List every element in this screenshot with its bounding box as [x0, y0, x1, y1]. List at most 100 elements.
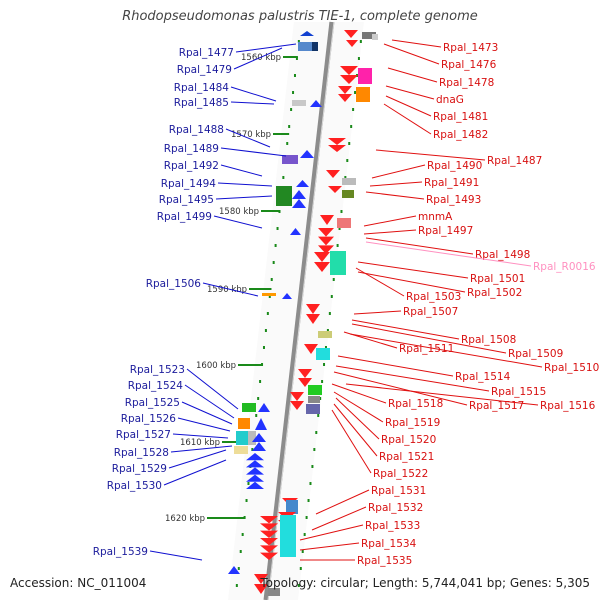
reverse-gene-arrow [304, 344, 318, 354]
scale-tick-dot [237, 567, 240, 570]
gene-label-right: Rpal_1482 [433, 129, 488, 141]
reverse-gene-arrow [314, 252, 330, 262]
scale-tick-dot [241, 533, 244, 536]
reverse-gene-arrow [318, 245, 334, 254]
gene-feature [234, 446, 248, 454]
gene-label-left: Rpal_1506 [146, 278, 202, 290]
scale-tick-dot [255, 414, 258, 417]
gene-feature [248, 431, 256, 445]
scale-tick-dot [301, 550, 304, 553]
gene-feature [358, 68, 372, 84]
scale-tick-dot [293, 74, 296, 77]
gene-leader-line-left [163, 459, 227, 486]
scale-tick-dot [330, 295, 333, 298]
kbp-marker: 1580 kbp [219, 207, 259, 217]
gene-leader-line-left [235, 43, 297, 53]
reverse-gene-arrow [260, 516, 278, 524]
gene-feature [372, 34, 378, 40]
gene-leader-line-left [217, 182, 273, 187]
reverse-gene-arrow [260, 545, 278, 553]
reverse-gene-arrow [318, 236, 334, 246]
gene-leader-line-right [345, 383, 539, 406]
genome-summary: Topology: circular; Length: 5,744,041 bp… [260, 576, 590, 590]
gene-label-left: Rpal_1539 [93, 546, 148, 558]
reverse-gene-arrow [298, 369, 312, 378]
gene-leader-line-right [299, 524, 364, 541]
gene-label-right: Rpal_1493 [426, 194, 481, 206]
scale-tick-dot [348, 142, 351, 145]
gene-label-right: Rpal_1503 [406, 291, 461, 303]
kbp-marker: 1600 kbp [196, 361, 236, 371]
reverse-gene-arrow [306, 304, 320, 314]
gene-label-left: Rpal_1523 [130, 364, 185, 376]
gene-feature [242, 403, 256, 412]
gene-label-right: Rpal_1498 [475, 249, 530, 261]
forward-gene-arrow [246, 453, 264, 461]
scale-tick-dot [311, 465, 314, 468]
genome-title: Rhodopseudomonas palustris TIE-1, comple… [122, 9, 478, 24]
scale-tick-dot [309, 482, 312, 485]
gene-label-left: Rpal_1528 [114, 447, 169, 459]
gene-feature [330, 251, 346, 275]
gene-leader-line-left [215, 195, 273, 200]
gene-label-left: Rpal_1492 [164, 160, 219, 172]
reverse-gene-arrow [338, 86, 352, 94]
reverse-gene-arrow [340, 75, 358, 84]
scale-tick-dot [352, 108, 355, 111]
gene-feature [236, 431, 248, 445]
forward-gene-arrow [310, 100, 322, 107]
gene-leader-line-left [213, 215, 263, 229]
scale-tick-dot [338, 227, 341, 230]
gene-label-right: Rpal_1519 [385, 417, 440, 429]
gene-leader-line-right [333, 403, 378, 457]
gene-leader-line-left [184, 384, 235, 419]
forward-gene-arrow [282, 293, 292, 299]
gene-label-left: Rpal_1527 [116, 429, 171, 441]
gene-leader-line-right [365, 241, 532, 267]
gene-feature [286, 500, 298, 514]
gene-leader-line-right [357, 261, 469, 279]
gene-leader-line-right [391, 39, 442, 48]
gene-leader-line-left [225, 128, 271, 148]
gene-label-right: Rpal_1520 [381, 434, 436, 446]
reverse-gene-arrow [328, 138, 346, 145]
gene-leader-line-right [335, 365, 490, 392]
reverse-gene-arrow [290, 392, 304, 401]
forward-gene-arrow [300, 31, 314, 36]
scale-tick-dot [290, 108, 293, 111]
gene-label-right: Rpal_1532 [368, 502, 423, 514]
scale-tick-dot [319, 397, 322, 400]
gene-feature [312, 42, 318, 51]
gene-leader-line-right [365, 191, 425, 200]
gene-label-right: Rpal_1473 [443, 42, 498, 54]
scale-tick-dot [259, 380, 262, 383]
gene-label-right: Rpal_1476 [441, 59, 497, 71]
gene-feature [268, 588, 280, 596]
gene-label-left: Rpal_1484 [174, 82, 230, 94]
scale-tick-dot [247, 482, 250, 485]
gene-leader-line-right [353, 310, 402, 315]
reverse-gene-arrow [314, 262, 330, 272]
gene-label-left: Rpal_1488 [169, 124, 224, 136]
gene-label-right: Rpal_1490 [427, 160, 482, 172]
scale-tick-dot [307, 499, 310, 502]
gene-leader-line-right [349, 333, 543, 368]
gene-leader-line-right [357, 271, 466, 293]
reverse-gene-arrow [290, 401, 304, 410]
gene-leader-line-left [170, 445, 233, 453]
gene-leader-line-right [383, 103, 432, 135]
reverse-gene-arrow [340, 66, 358, 75]
scale-tick-dot [292, 91, 295, 94]
gene-feature [306, 404, 320, 414]
gene-label-right: Rpal_1518 [388, 398, 443, 410]
gene-leader-line-right [333, 391, 384, 423]
forward-gene-arrow [290, 228, 301, 235]
gene-label-left: Rpal_1479 [177, 64, 232, 76]
gene-leader-line-right [351, 319, 460, 340]
gene-feature [298, 42, 312, 51]
reverse-gene-arrow [260, 530, 278, 538]
gene-leader-line-right [375, 149, 486, 161]
scale-tick-dot [282, 176, 285, 179]
kbp-marker: 1590 kbp [207, 285, 247, 295]
gene-feature [262, 293, 276, 296]
